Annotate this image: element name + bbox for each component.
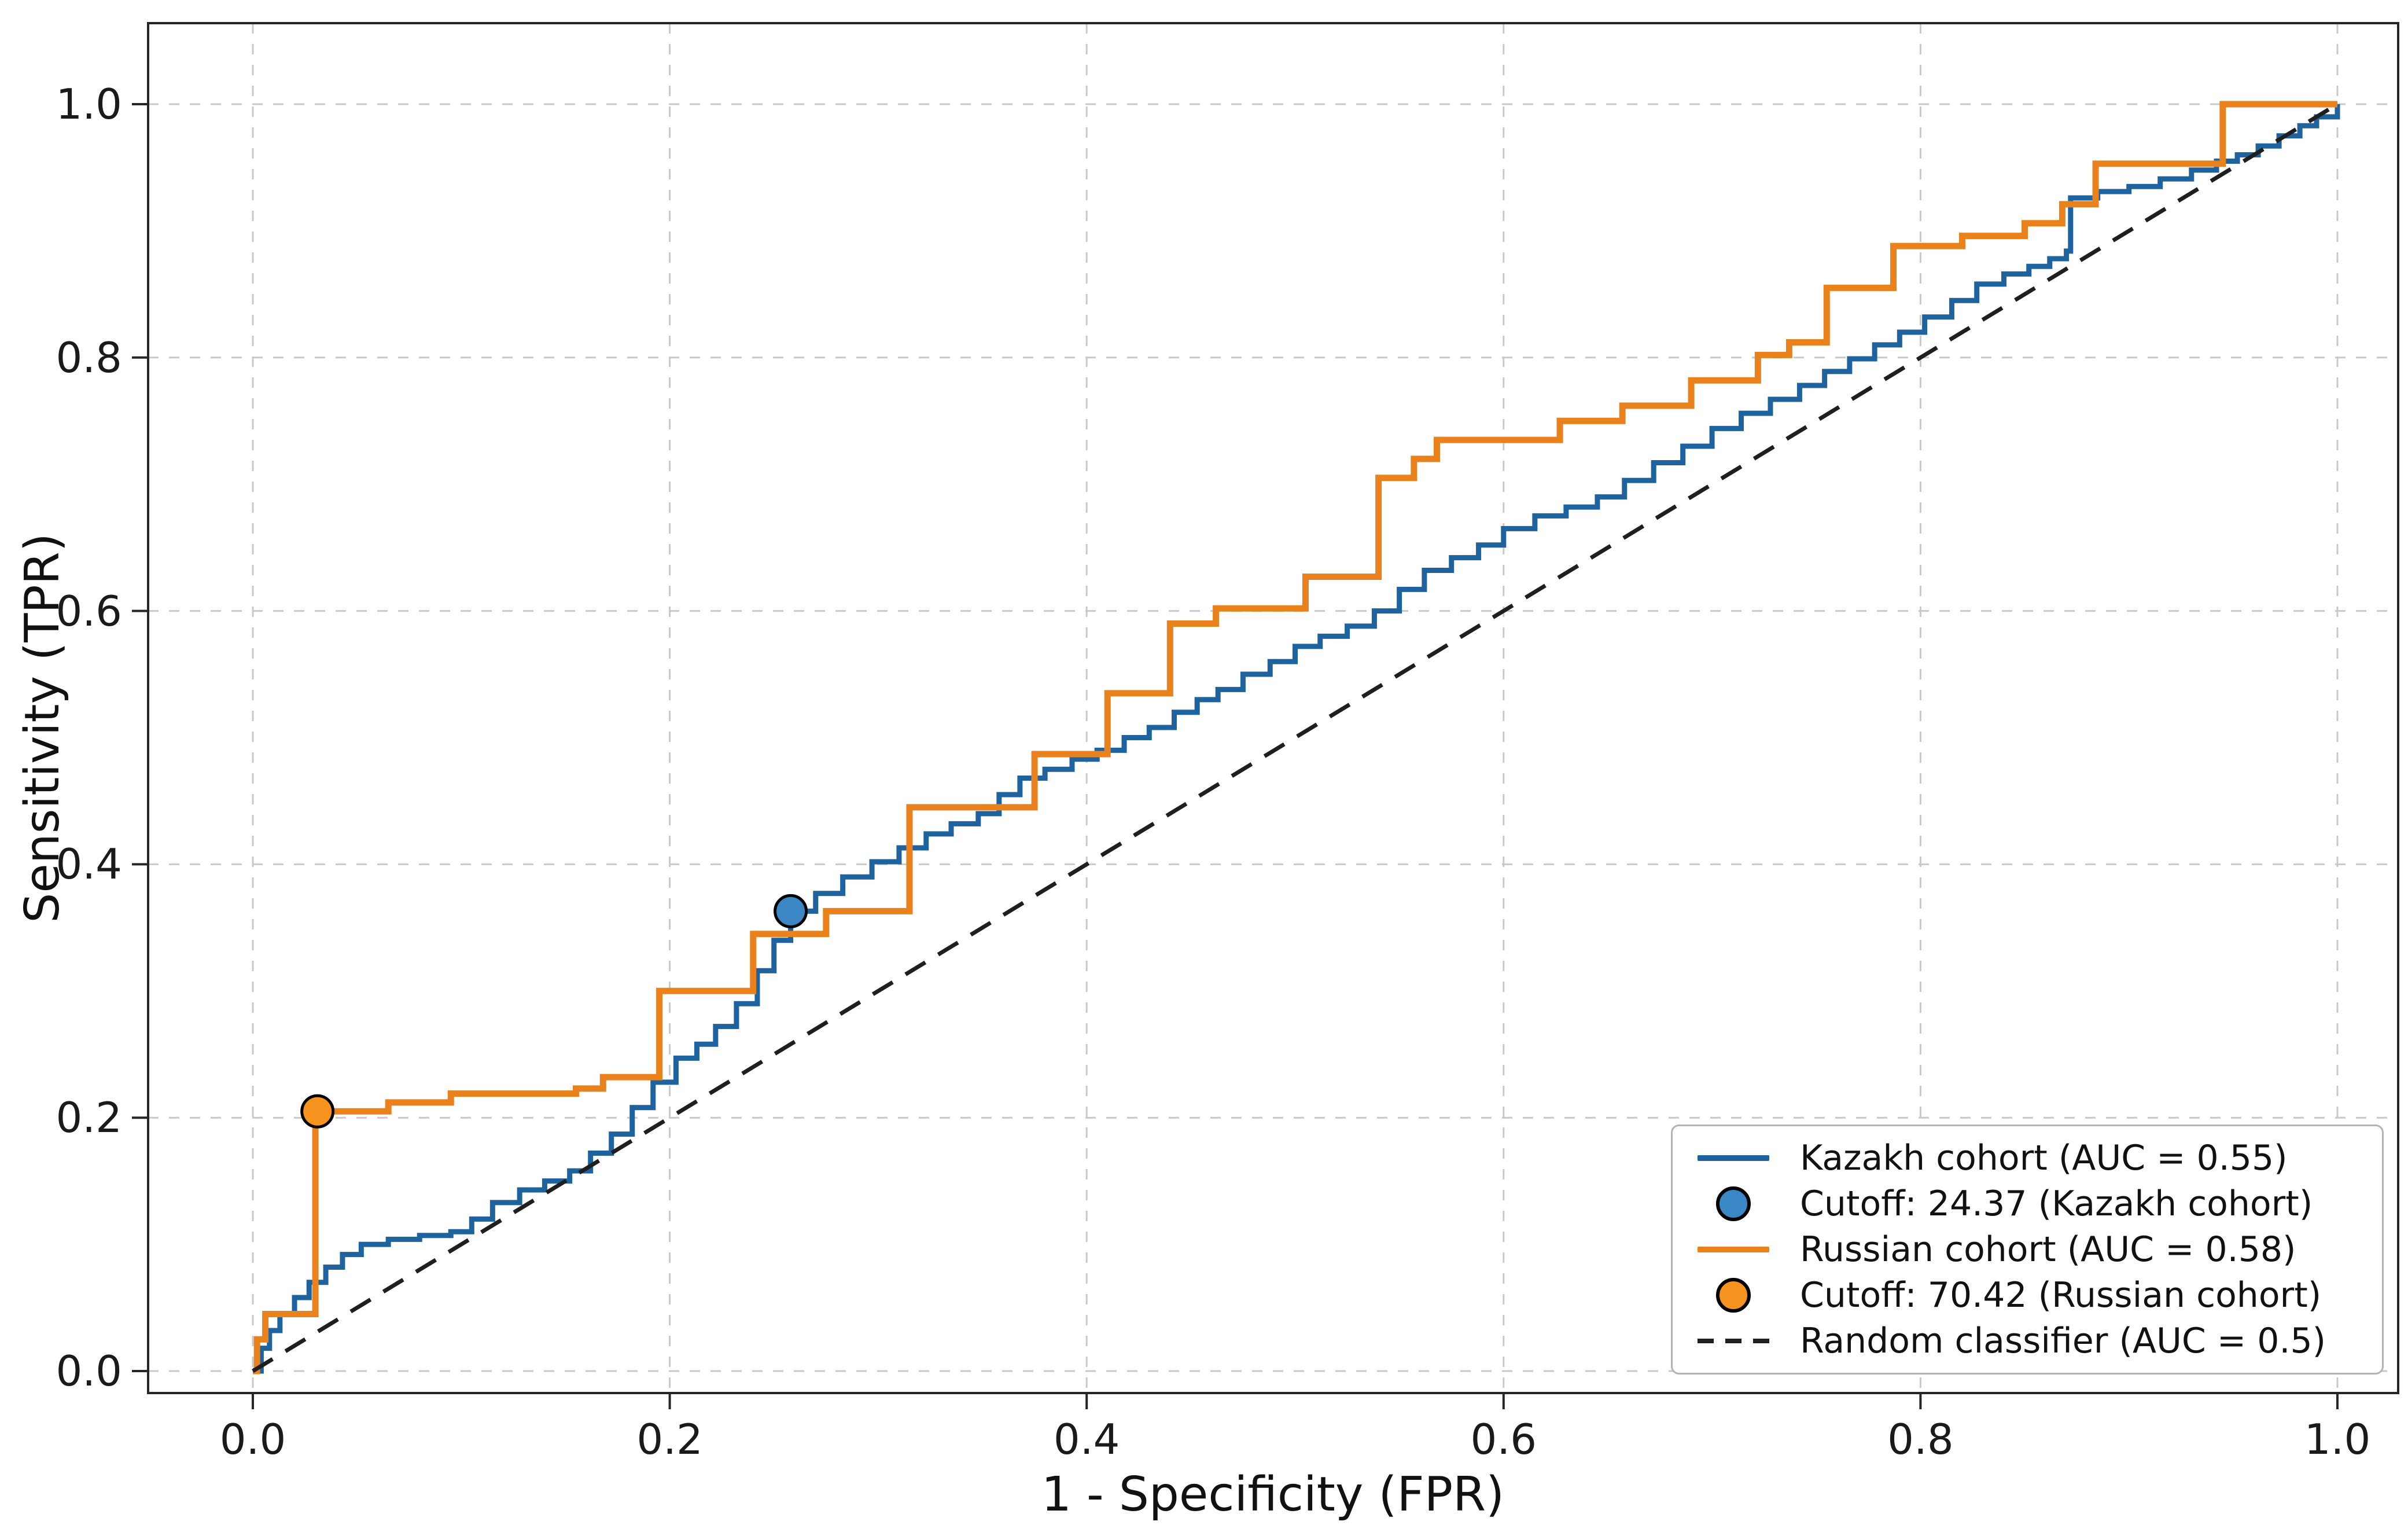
y-tick-label: 0.6 [56, 586, 122, 635]
legend-item-russian-line: Russian cohort (AUC = 0.58) [1690, 1228, 2365, 1271]
roc-curve [253, 101, 2337, 1375]
x-axis-title: 1 - Specificity (FPR) [1041, 1467, 1505, 1522]
legend-glyph-box [1690, 1186, 1777, 1222]
y-tick-label: 0.0 [56, 1347, 122, 1395]
legend-item-russian-cutoff: Cutoff: 70.42 (Russian cohort) [1690, 1274, 2365, 1317]
roc-curve [253, 104, 2340, 1374]
x-tick-label: 1.0 [2304, 1415, 2371, 1464]
legend-glyph-box [1690, 1155, 1777, 1162]
x-tick-label: 0.4 [1053, 1415, 1120, 1464]
random-classifier-dash-icon [1698, 1338, 1769, 1343]
legend-box: Kazakh cohort (AUC = 0.55) Cutoff: 24.37… [1671, 1125, 2384, 1375]
cutoff-marker [774, 894, 808, 928]
legend-item-kazakh-cutoff: Cutoff: 24.37 (Kazakh cohort) [1690, 1182, 2365, 1225]
y-tick-label: 0.4 [56, 840, 122, 889]
legend-item-label: Random classifier (AUC = 0.5) [1800, 1320, 2326, 1361]
x-tick-label: 0.8 [1887, 1415, 1954, 1464]
y-tick-label: 0.8 [56, 333, 122, 382]
x-tick-label: 0.0 [219, 1415, 286, 1464]
x-tick-label: 0.6 [1470, 1415, 1537, 1464]
kazakh-cutoff-marker-icon [1716, 1186, 1751, 1222]
axes-frame [147, 22, 2399, 1394]
russian-cutoff-marker-icon [1716, 1277, 1751, 1313]
kazakh-line-swatch-icon [1698, 1155, 1769, 1162]
legend-item-label: Cutoff: 70.42 (Russian cohort) [1800, 1274, 2322, 1315]
y-tick-label: 1.0 [56, 80, 122, 128]
x-tick-label: 0.2 [636, 1415, 703, 1464]
russian-line-swatch-icon [1698, 1246, 1769, 1252]
y-axis-title: Sensitivity (TPR) [15, 533, 70, 923]
y-tick-label: 0.2 [56, 1093, 122, 1142]
legend-item-random-classifier: Random classifier (AUC = 0.5) [1690, 1320, 2365, 1362]
legend-glyph-box [1690, 1246, 1777, 1252]
legend-item-label: Russian cohort (AUC = 0.58) [1800, 1229, 2296, 1270]
legend-glyph-box [1690, 1338, 1777, 1343]
random-classifier-diagonal [252, 102, 2339, 1373]
legend-item-kazakh-line: Kazakh cohort (AUC = 0.55) [1690, 1137, 2365, 1179]
cutoff-marker [300, 1094, 335, 1129]
legend-item-label: Cutoff: 24.37 (Kazakh cohort) [1800, 1184, 2313, 1225]
legend-glyph-box [1690, 1277, 1777, 1313]
legend-item-label: Kazakh cohort (AUC = 0.55) [1800, 1138, 2288, 1179]
